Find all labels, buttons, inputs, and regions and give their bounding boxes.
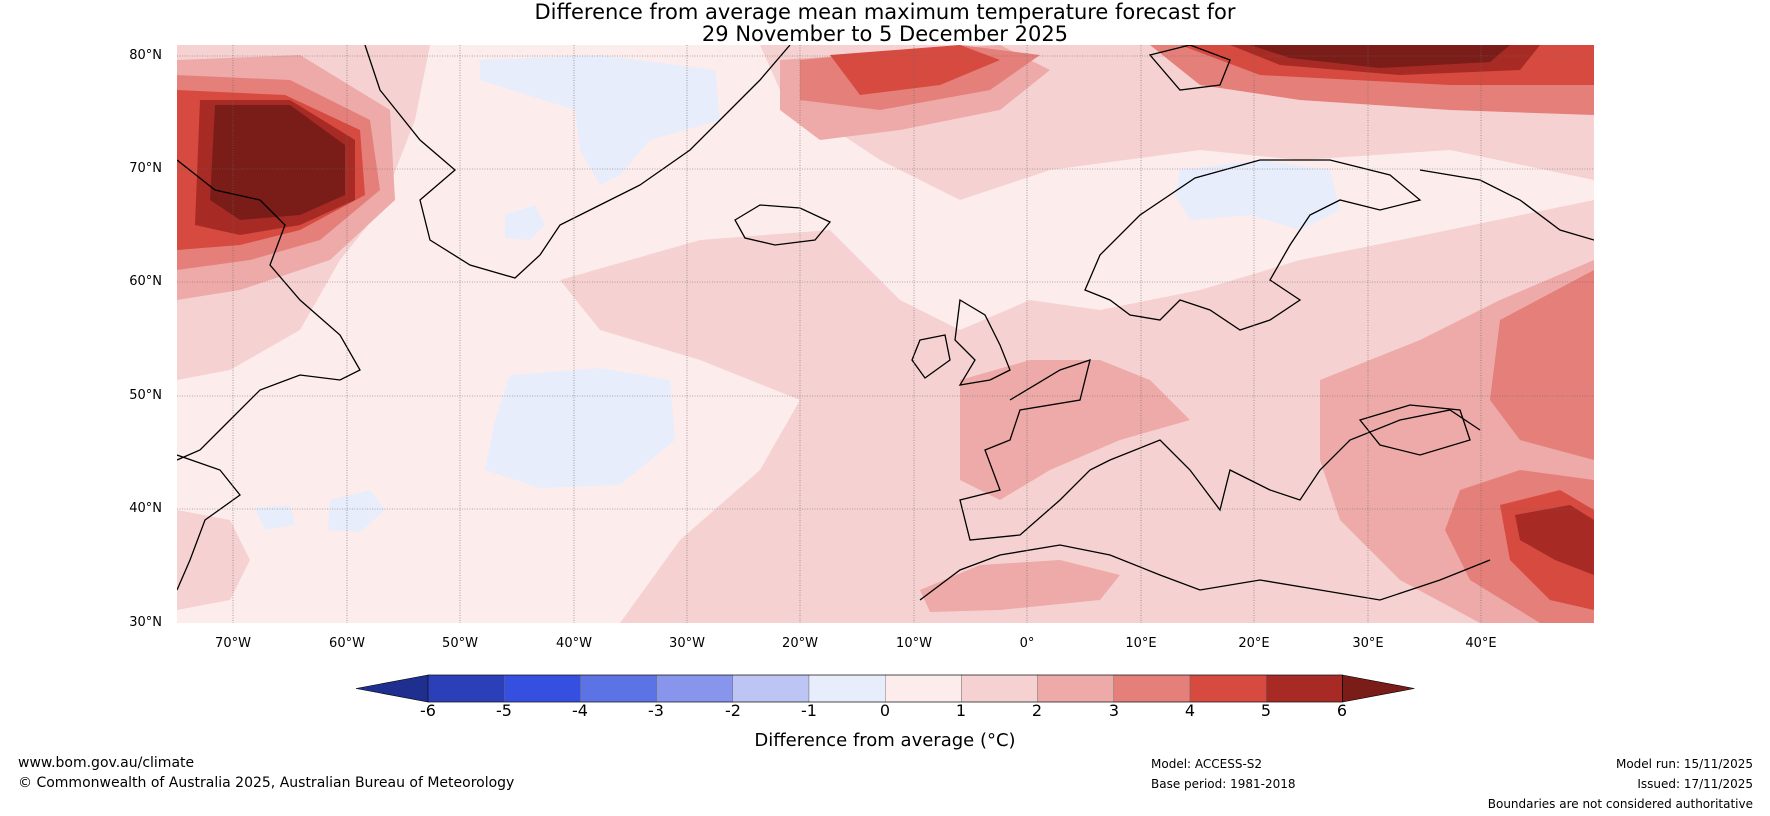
colorbar-label: Difference from average (°C) <box>754 730 1016 751</box>
colorbar-tick-2: 2 <box>1031 701 1043 720</box>
lat-label-60n: 60°N <box>129 274 162 289</box>
footer-model-run: Model run: 15/11/2025 <box>1615 757 1753 771</box>
colorbar-segment <box>961 674 1038 703</box>
footer-disclaimer: Boundaries are not considered authoritat… <box>1487 797 1753 811</box>
colorbar-segment <box>732 674 810 703</box>
map-gridlines <box>177 45 1594 623</box>
lon-label-60w: 60°W <box>329 636 365 651</box>
coastline-uk <box>954 298 1011 386</box>
colorbar-segment <box>656 674 733 703</box>
colorbar-tick-5: 5 <box>1260 701 1272 720</box>
cool-patch-mid-atlantic <box>485 368 675 488</box>
lon-label-20w: 20°W <box>782 636 818 651</box>
coastlines <box>177 45 1594 601</box>
anomaly-band-3-4-russia <box>1490 270 1594 460</box>
lon-label-40w: 40°W <box>556 636 592 651</box>
coastline-black-sea <box>1358 404 1471 456</box>
footer-base-period: Base period: 1981-2018 <box>1151 777 1296 791</box>
anomaly-fields <box>177 45 1594 623</box>
lon-label-10e: 10°E <box>1125 636 1157 651</box>
lon-label-30w: 30°W <box>669 636 705 651</box>
colorbar-tick-minus-2: -2 <box>725 701 741 720</box>
footer-copyright: © Commonwealth of Australia 2025, Austra… <box>18 775 515 791</box>
coastline-mediterranean-north <box>1109 409 1481 512</box>
colorbar-segment <box>427 674 505 703</box>
colorbar-outline <box>427 674 1343 703</box>
colorbar-extend-low <box>355 674 429 703</box>
cool-patch-greenland-interior <box>480 55 720 185</box>
colorbar-segment <box>504 674 581 703</box>
footer-issued: Issued: 17/11/2025 <box>1637 777 1753 791</box>
colorbar-tick-minus-5: -5 <box>496 701 512 720</box>
anomaly-band-above-6-arctic <box>1250 45 1510 68</box>
coastline-ireland <box>911 334 951 379</box>
lon-label-70w: 70°W <box>215 636 251 651</box>
colorbar-segment <box>1113 674 1191 703</box>
coastline-iceland <box>734 204 832 246</box>
lon-label-0: 0° <box>1019 636 1035 651</box>
lat-label-80n: 80°N <box>129 48 162 63</box>
cool-patch-small-3 <box>255 505 295 530</box>
coastline-svalbard <box>1148 45 1231 91</box>
chart-title-line-2: 29 November to 5 December 2025 <box>701 22 1069 46</box>
lon-label-50w: 50°W <box>442 636 478 651</box>
cool-patch-scandinavia <box>1175 160 1340 230</box>
colorbar-segment <box>808 674 886 703</box>
coastline-north-africa <box>919 544 1491 601</box>
lat-label-40n: 40°N <box>129 501 162 516</box>
colorbar-tick-1: 1 <box>955 701 967 720</box>
coastline-greenland <box>364 45 791 279</box>
colorbar-tick-0: 0 <box>879 701 891 720</box>
colorbar-segment <box>580 674 657 703</box>
lat-label-70n: 70°N <box>129 161 162 176</box>
anomaly-band-above-6-labrador <box>210 105 345 220</box>
colorbar-tick-4: 4 <box>1184 701 1196 720</box>
footer-model: Model: ACCESS-S2 <box>1151 757 1263 771</box>
colorbar-tick-6: 6 <box>1336 701 1348 720</box>
cool-patch-small-1 <box>505 205 545 240</box>
colorbar-segment <box>1265 674 1343 703</box>
lon-label-20e: 20°E <box>1238 636 1270 651</box>
anomaly-band-2-3-north-africa <box>920 560 1120 612</box>
lat-label-30n: 30°N <box>129 615 162 630</box>
colorbar-segment <box>885 674 962 703</box>
lon-label-10w: 10°W <box>896 636 932 651</box>
colorbar <box>355 674 1415 703</box>
coastline-europe-west <box>959 359 1111 541</box>
colorbar-tick-minus-6: -6 <box>420 701 436 720</box>
colorbar-segment <box>1189 674 1267 703</box>
colorbar-tick-minus-1: -1 <box>801 701 817 720</box>
anomaly-band-4-5-greenland-sea <box>830 45 1000 95</box>
coastline-russia-north <box>1419 169 1594 241</box>
lat-label-50n: 50°N <box>129 388 162 403</box>
lon-label-40e: 40°E <box>1465 636 1497 651</box>
colorbar-segment <box>1037 674 1114 703</box>
colorbar-tick-3: 3 <box>1108 701 1120 720</box>
cool-patch-small-2 <box>328 490 385 532</box>
coastline-north-america-east <box>177 454 241 591</box>
colorbar-tick-minus-4: -4 <box>572 701 588 720</box>
footer-website: www.bom.gov.au/climate <box>18 755 195 771</box>
colorbar-extend-high <box>1342 674 1415 703</box>
anomaly-band-1-2-southwest <box>177 510 250 610</box>
lon-label-30e: 30°E <box>1352 636 1384 651</box>
colorbar-tick-minus-3: -3 <box>648 701 664 720</box>
chart-title-line-1: Difference from average mean maximum tem… <box>534 0 1236 24</box>
coastline-labrador <box>177 159 361 461</box>
anomaly-band-5-6-middle-east <box>1515 505 1594 575</box>
